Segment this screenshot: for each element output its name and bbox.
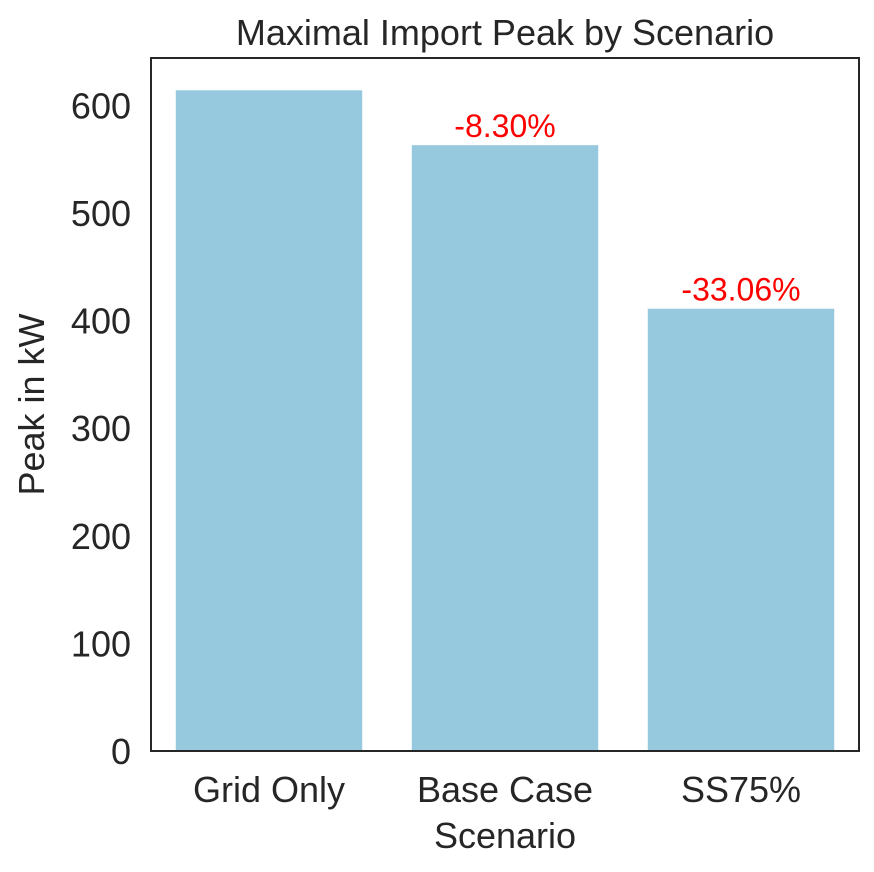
bar-annotation-2: -33.06% xyxy=(681,272,800,308)
y-axis-label: Peak in kW xyxy=(11,313,52,495)
y-tick-label-6: 600 xyxy=(71,85,131,126)
x-tick-label-0: Grid Only xyxy=(193,769,345,810)
annotations-group: -8.30% -33.06% xyxy=(454,108,800,308)
bar-2 xyxy=(647,308,835,751)
y-tick-label-1: 100 xyxy=(71,623,131,664)
x-tick-label-1: Base Case xyxy=(417,769,593,810)
chart-title: Maximal Import Peak by Scenario xyxy=(236,12,774,53)
y-tick-label-2: 200 xyxy=(71,516,131,557)
y-tick-label-0: 0 xyxy=(111,731,131,772)
bar-1 xyxy=(411,145,599,752)
y-tick-label-3: 300 xyxy=(71,408,131,449)
bar-annotation-1: -8.30% xyxy=(454,108,555,144)
y-ticks-group: 0 100 200 300 400 500 600 xyxy=(71,85,131,772)
bars-group xyxy=(175,90,835,752)
y-tick-label-4: 400 xyxy=(71,301,131,342)
x-tick-label-2: SS75% xyxy=(681,769,801,810)
x-axis-label: Scenario xyxy=(434,815,576,856)
x-ticks-group: Grid Only Base Case SS75% xyxy=(193,769,801,810)
y-tick-label-5: 500 xyxy=(71,193,131,234)
bar-0 xyxy=(175,90,363,752)
plot-frame xyxy=(150,57,860,752)
